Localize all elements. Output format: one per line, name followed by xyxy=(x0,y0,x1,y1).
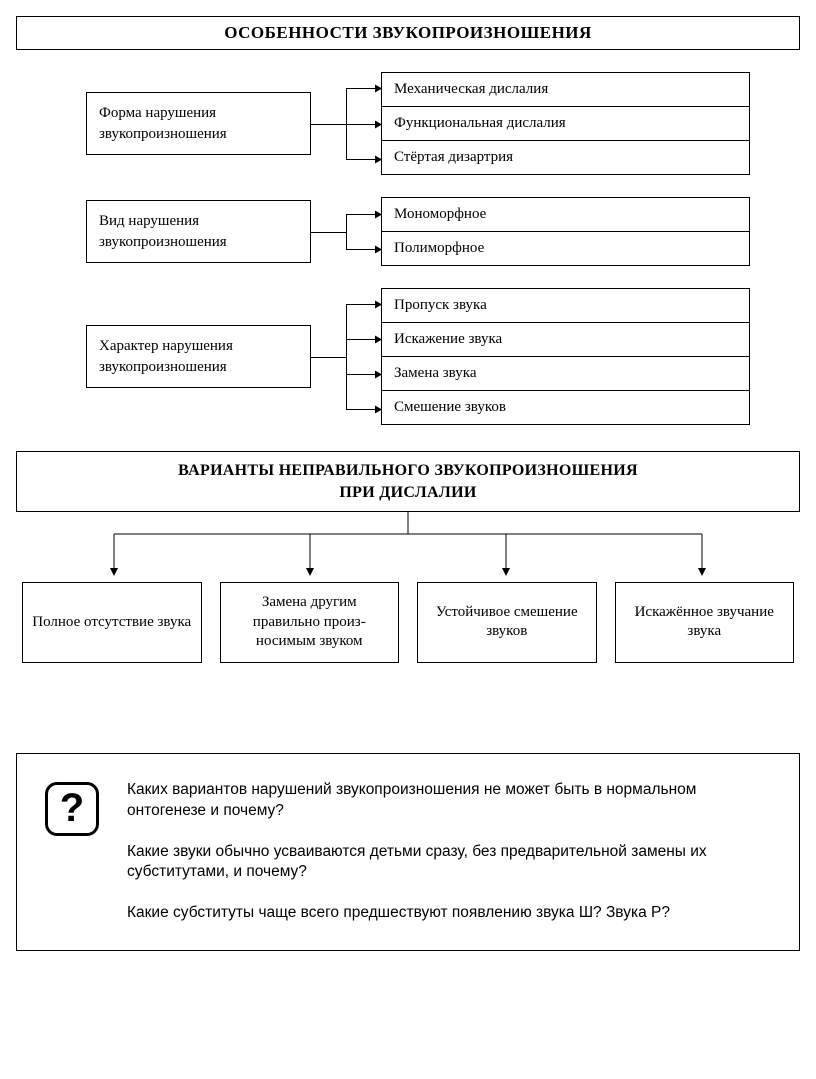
item: Пропуск звука xyxy=(382,289,749,323)
connector xyxy=(311,288,381,425)
question-box: ? Каких вариантов нарушений звукопроизно… xyxy=(16,753,800,952)
section2-title-line2: ПРИ ДИСЛАЛИИ xyxy=(339,484,476,501)
section2-leaves: Полное отсутствие звука Замена другим пр… xyxy=(16,582,800,663)
group-kharakter: Характер нарушения звукопроизношения Про… xyxy=(16,288,800,425)
leaf: Замена другим правильно произ­носимым зв… xyxy=(220,582,400,663)
question-list: Каких вариантов нарушений звукопроизноше… xyxy=(127,780,771,925)
group-vid: Вид нарушения звукопроизношения Мономорф… xyxy=(16,197,800,266)
question-mark-icon: ? xyxy=(45,782,99,836)
section1-title: ОСОБЕННОСТИ ЗВУКОПРОИЗНОШЕНИЯ xyxy=(16,16,800,50)
item: Замена звука xyxy=(382,357,749,391)
question-item: Каких вариантов нарушений звукопроизноше… xyxy=(127,780,771,822)
section2-title-line1: ВАРИАНТЫ НЕПРАВИЛЬНОГО ЗВУКОПРОИЗНОШЕНИЯ xyxy=(178,462,638,479)
item: Искажение звука xyxy=(382,323,749,357)
group-label: Форма нарушения звукопроизношения xyxy=(86,92,311,155)
item: Стёртая дизартрия xyxy=(382,141,749,174)
group-items: Мономорфное Полиморфное xyxy=(381,197,750,266)
item: Мономорфное xyxy=(382,198,749,232)
item: Полиморфное xyxy=(382,232,749,265)
item: Механическая дислалия xyxy=(382,73,749,107)
leaf: Полное отсутствие звука xyxy=(22,582,202,663)
group-forma: Форма нарушения звукопроизношения Механи… xyxy=(16,72,800,175)
leaf: Устойчивое смешение звуков xyxy=(417,582,597,663)
section2-title: ВАРИАНТЫ НЕПРАВИЛЬНОГО ЗВУКОПРОИЗНОШЕНИЯ… xyxy=(16,451,800,512)
group-items: Пропуск звука Искажение звука Замена зву… xyxy=(381,288,750,425)
group-label: Вид нарушения звукопроизношения xyxy=(86,200,311,263)
group-label: Характер нарушения звукопроизношения xyxy=(86,325,311,388)
section2-tree: Полное отсутствие звука Замена другим пр… xyxy=(16,512,800,663)
item: Смешение звуков xyxy=(382,391,749,424)
tree-connector xyxy=(16,512,800,582)
connector xyxy=(311,72,381,175)
leaf: Искажённое звучание звука xyxy=(615,582,795,663)
question-item: Какие звуки обычно усваиваются детьми ср… xyxy=(127,842,771,884)
group-items: Механическая дислалия Функциональная дис… xyxy=(381,72,750,175)
question-item: Какие субституты чаще всего предшествуют… xyxy=(127,903,771,924)
connector xyxy=(311,197,381,266)
item: Функциональная дислалия xyxy=(382,107,749,141)
